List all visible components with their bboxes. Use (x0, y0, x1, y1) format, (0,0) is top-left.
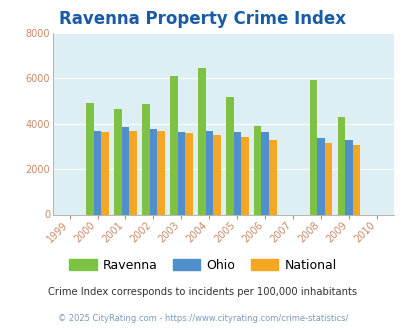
Bar (226, 97, 233, 214)
Bar (241, 137, 248, 214)
Bar (317, 139, 324, 214)
Text: Ravenna Property Crime Index: Ravenna Property Crime Index (60, 10, 345, 28)
Bar (94, 131, 101, 214)
Bar (122, 127, 129, 214)
Bar (345, 140, 352, 214)
Bar (233, 132, 241, 214)
Bar (149, 129, 157, 214)
Bar (324, 143, 332, 214)
Bar (352, 145, 360, 214)
Bar (114, 109, 121, 214)
Bar (185, 133, 192, 214)
Bar (253, 126, 261, 214)
Legend: Ravenna, Ohio, National: Ravenna, Ohio, National (64, 254, 341, 277)
Text: © 2025 CityRating.com - https://www.cityrating.com/crime-statistics/: © 2025 CityRating.com - https://www.city… (58, 314, 347, 323)
Bar (157, 131, 164, 214)
Bar (129, 131, 136, 214)
Bar (177, 132, 185, 214)
Bar (261, 132, 269, 214)
Bar (198, 68, 205, 215)
Bar (337, 117, 345, 214)
Bar (101, 132, 109, 214)
Bar (170, 76, 177, 214)
Bar (142, 105, 149, 214)
Bar (86, 103, 94, 214)
Bar (213, 135, 220, 214)
Bar (205, 131, 213, 214)
Text: Crime Index corresponds to incidents per 100,000 inhabitants: Crime Index corresponds to incidents per… (48, 287, 357, 297)
Bar (309, 80, 317, 214)
Bar (269, 140, 276, 214)
